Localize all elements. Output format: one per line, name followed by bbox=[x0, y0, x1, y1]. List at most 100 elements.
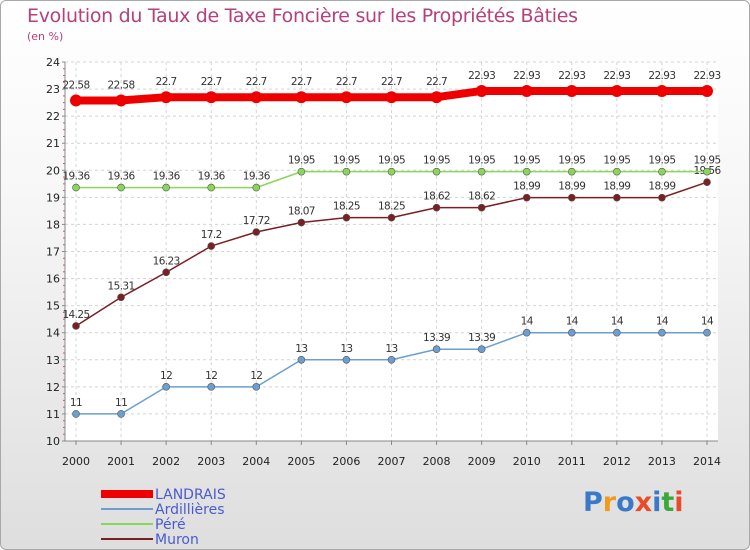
data-label: 13.39 bbox=[423, 332, 450, 344]
data-label: 19.95 bbox=[693, 155, 720, 167]
data-point bbox=[162, 183, 170, 192]
data-point bbox=[703, 178, 711, 186]
x-tick-label: 2003 bbox=[197, 455, 225, 468]
data-label: 19.95 bbox=[603, 155, 630, 167]
data-point bbox=[117, 183, 125, 192]
data-label: 19.95 bbox=[333, 155, 360, 167]
data-point bbox=[297, 218, 306, 227]
data-label: 18.62 bbox=[423, 191, 450, 203]
data-point bbox=[340, 91, 353, 104]
data-label: 22.93 bbox=[513, 70, 540, 82]
data-point bbox=[522, 193, 531, 202]
data-label: 19.95 bbox=[288, 155, 315, 167]
data-label: 22.7 bbox=[426, 76, 447, 88]
legend-label: Péré bbox=[155, 517, 186, 533]
data-point bbox=[703, 167, 711, 176]
legend-label: Ardillières bbox=[155, 502, 225, 518]
x-tick-label: 2000 bbox=[62, 455, 90, 468]
data-point bbox=[72, 183, 80, 192]
data-point bbox=[658, 167, 666, 176]
y-tick-label: 19 bbox=[46, 191, 60, 204]
y-tick-label: 21 bbox=[46, 137, 60, 150]
x-tick-label: 2009 bbox=[468, 455, 496, 468]
data-point bbox=[520, 84, 533, 97]
data-point bbox=[432, 345, 441, 354]
data-label: 18.99 bbox=[648, 181, 675, 193]
y-tick-label: 11 bbox=[46, 408, 60, 421]
y-tick-label: 18 bbox=[46, 218, 60, 231]
data-label: 12 bbox=[205, 370, 217, 382]
data-label: 14 bbox=[701, 316, 714, 328]
data-point bbox=[658, 193, 666, 202]
data-label: 13 bbox=[295, 343, 307, 355]
x-tick-label: 2004 bbox=[242, 455, 270, 468]
data-point bbox=[613, 167, 621, 176]
data-label: 19.95 bbox=[648, 155, 675, 167]
data-label: 19.36 bbox=[243, 171, 271, 183]
series-péré: 19.36 19.36 19.36 19.36 19.36 19.95 19.95 19.95… bbox=[62, 155, 721, 192]
x-tick-label: 2011 bbox=[558, 455, 586, 468]
data-label: 11 bbox=[70, 397, 82, 409]
data-label: 14 bbox=[656, 316, 669, 328]
data-point bbox=[252, 383, 261, 391]
series-layer: 11 11 12 12 12 13 13 13 13.39 13.39 14 14 14 14 14 14.2… bbox=[62, 70, 722, 418]
data-point bbox=[160, 91, 173, 104]
data-label: 12 bbox=[250, 370, 262, 382]
data-point bbox=[252, 183, 261, 192]
data-point bbox=[655, 84, 668, 97]
data-point bbox=[430, 91, 443, 104]
data-point bbox=[565, 84, 578, 97]
x-tick-label: 2005 bbox=[287, 455, 315, 468]
data-label: 22.58 bbox=[62, 79, 89, 91]
data-label: 22.7 bbox=[381, 76, 402, 88]
series-ardillières: 11 11 12 12 12 13 13 13 13.39 13.39 14 14 14 14 14 bbox=[70, 316, 715, 418]
logo-letter: o bbox=[616, 487, 635, 518]
data-point bbox=[432, 203, 441, 212]
x-tick-label: 2014 bbox=[693, 455, 721, 468]
chart-title: Evolution du Taux de Taxe Foncière sur l… bbox=[27, 5, 578, 27]
y-tick-label: 10 bbox=[46, 435, 60, 448]
data-label: 15.31 bbox=[108, 280, 135, 292]
data-point bbox=[162, 268, 170, 277]
data-point bbox=[567, 167, 576, 176]
y-tick-label: 24 bbox=[46, 56, 60, 69]
data-point bbox=[387, 213, 396, 222]
data-point bbox=[297, 355, 306, 364]
data-point bbox=[567, 193, 576, 202]
data-label: 19.95 bbox=[558, 155, 585, 167]
data-label: 18.99 bbox=[513, 181, 540, 193]
data-label: 16.23 bbox=[153, 255, 180, 267]
x-tick-label: 2010 bbox=[513, 455, 541, 468]
data-label: 19.95 bbox=[378, 155, 405, 167]
data-point bbox=[387, 167, 396, 176]
data-point bbox=[342, 167, 351, 176]
data-point bbox=[385, 91, 398, 104]
data-label: 22.7 bbox=[246, 76, 267, 88]
data-point bbox=[162, 383, 170, 391]
y-tick-label: 16 bbox=[46, 273, 60, 286]
data-label: 14 bbox=[566, 316, 579, 328]
data-label: 18.25 bbox=[333, 201, 360, 213]
data-point bbox=[252, 228, 261, 236]
data-label: 13.39 bbox=[468, 332, 495, 344]
x-tick-label: 2007 bbox=[378, 455, 406, 468]
logo-letter: i bbox=[652, 487, 662, 518]
x-tick-label: 2008 bbox=[423, 455, 451, 468]
x-tick-label: 2012 bbox=[603, 455, 631, 468]
logo-letter: P bbox=[583, 487, 603, 518]
data-point bbox=[297, 167, 306, 176]
y-tick-label: 22 bbox=[46, 110, 60, 123]
data-label: 22.93 bbox=[603, 70, 630, 82]
data-label: 22.93 bbox=[648, 70, 675, 82]
data-label: 18.07 bbox=[288, 206, 315, 218]
data-label: 22.7 bbox=[156, 76, 177, 88]
logo-letter: x bbox=[634, 487, 653, 518]
grid bbox=[65, 61, 718, 442]
chart-unit: (en %) bbox=[27, 30, 64, 43]
y-tick-label: 23 bbox=[46, 83, 60, 96]
legend-label: LANDRAIS bbox=[155, 487, 226, 503]
data-label: 22.93 bbox=[468, 70, 495, 82]
data-point bbox=[477, 167, 486, 176]
data-label: 19.36 bbox=[108, 171, 136, 183]
